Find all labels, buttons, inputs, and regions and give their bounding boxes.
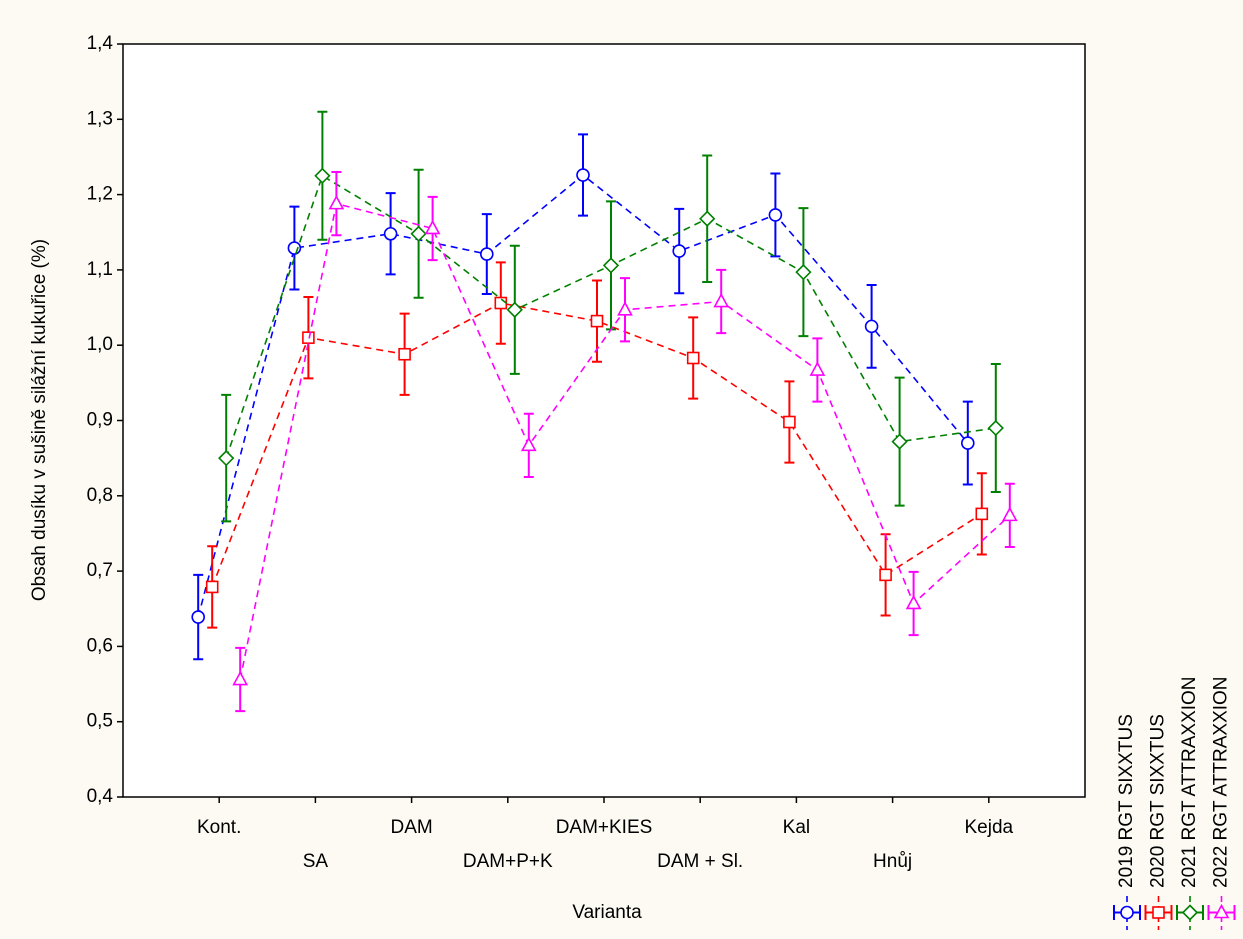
data-point [879, 568, 892, 582]
x-tick-label: DAM [390, 817, 432, 838]
data-point [672, 244, 687, 258]
legend-marker [1120, 905, 1134, 920]
y-tick-label: 0,5 [87, 711, 113, 732]
data-point [191, 610, 205, 624]
data-point [398, 347, 411, 361]
data-point [1001, 506, 1018, 522]
data-point [479, 247, 494, 261]
y-tick-label: 1,2 [87, 184, 113, 205]
data-point [494, 296, 508, 310]
y-tick-label: 1,0 [87, 334, 113, 355]
data-point [891, 433, 908, 450]
data-point [576, 168, 590, 182]
y-axis-label: Obsah dusíku v sušině silážní kukuřice (… [29, 239, 50, 601]
x-tick-label: Kejda [964, 817, 1013, 838]
y-tick-label: 0,7 [87, 560, 113, 581]
y-tick-label: 0,6 [87, 635, 113, 656]
y-tick-label: 0,9 [87, 410, 113, 431]
data-point [783, 415, 796, 429]
y-tick-label: 0,4 [87, 786, 114, 807]
data-point [960, 436, 975, 450]
data-point [602, 257, 620, 274]
x-tick-label: SA [303, 851, 329, 872]
data-point [617, 301, 633, 316]
data-point [520, 436, 537, 452]
x-tick-label: Kal [783, 817, 810, 838]
legend-marker [1213, 903, 1230, 919]
data-point [328, 194, 345, 210]
y-tick-label: 1,3 [87, 108, 113, 129]
data-point [975, 507, 989, 521]
y-tick-label: 0,8 [87, 485, 113, 506]
data-point [864, 319, 879, 334]
x-tick-label: DAM+P+K [463, 851, 553, 872]
x-tick-label: Hnůj [873, 851, 912, 872]
data-point [713, 292, 730, 308]
data-point [232, 670, 249, 686]
legend-label: 2019 RGT SIXXTUS [1116, 714, 1137, 888]
x-tick-label: Kont. [197, 817, 241, 838]
data-point [506, 301, 523, 318]
data-point [768, 208, 783, 222]
y-tick-label: 1,4 [87, 33, 114, 54]
x-tick-label: DAM+KIES [556, 817, 653, 838]
data-point [218, 450, 235, 467]
data-point [795, 264, 812, 281]
data-point [424, 219, 441, 235]
data-point [410, 225, 427, 242]
legend-marker [1181, 904, 1199, 921]
data-point [686, 351, 700, 365]
plot-area [122, 43, 1086, 798]
data-point [699, 210, 716, 227]
y-tick-label: 1,1 [87, 259, 113, 280]
legend-label: 2022 RGT ATTRAXXION [1211, 676, 1232, 888]
data-point [809, 361, 826, 376]
legend-label: 2020 RGT SIXXTUS [1148, 714, 1169, 888]
data-point [314, 167, 331, 184]
data-point [987, 419, 1004, 437]
data-point [205, 580, 219, 594]
data-point [383, 226, 398, 241]
legend-label: 2021 RGT ATTRAXXION [1179, 676, 1200, 888]
legend-marker [1152, 906, 1165, 919]
data-point [590, 314, 604, 328]
x-tick-label: DAM + Sl. [657, 851, 743, 872]
data-point [302, 331, 315, 344]
x-axis-label: Varianta [572, 902, 642, 923]
data-point [905, 594, 922, 610]
